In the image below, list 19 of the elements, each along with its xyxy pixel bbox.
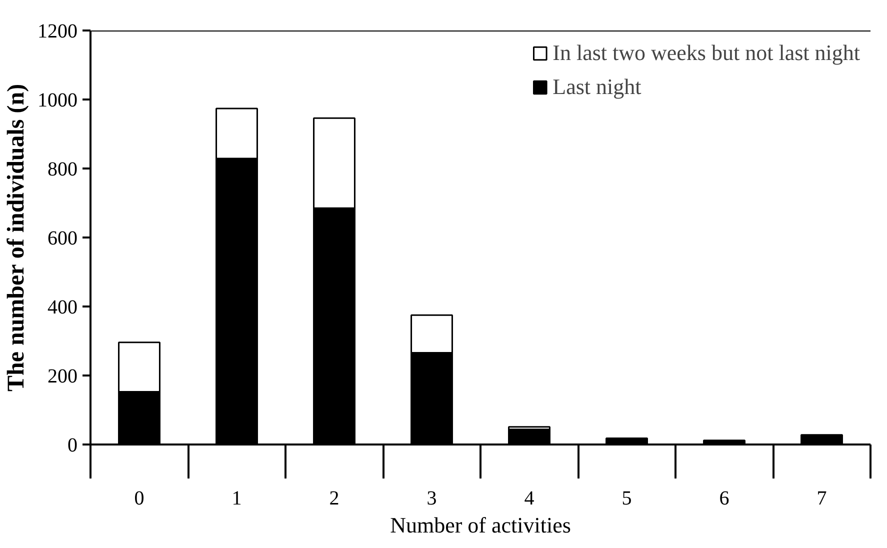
y-axis-title: The number of individuals (n) [4, 84, 30, 392]
y-tick-label: 0 [68, 434, 78, 456]
y-tick-label: 600 [48, 228, 78, 250]
x-tick-label: 1 [232, 488, 242, 510]
legend-label: In last two weeks but not last night [552, 40, 860, 66]
y-tick-label: 200 [48, 366, 78, 388]
x-tick-label: 3 [426, 488, 437, 510]
x-tick-label: 0 [134, 488, 144, 510]
x-tick-label: 5 [622, 488, 632, 510]
x-tick-label: 2 [329, 488, 340, 510]
y-tick-label: 800 [48, 158, 78, 180]
x-tick-label: 6 [719, 488, 730, 510]
y-tick-label: 1200 [38, 20, 78, 42]
x-tick-label: 4 [524, 488, 534, 510]
x-axis-title: Number of activities [390, 512, 571, 538]
y-tick-label: 400 [48, 296, 78, 318]
y-tick-label: 1000 [38, 90, 78, 112]
legend-label: Last night [552, 74, 642, 100]
x-tick-label: 7 [816, 488, 827, 510]
